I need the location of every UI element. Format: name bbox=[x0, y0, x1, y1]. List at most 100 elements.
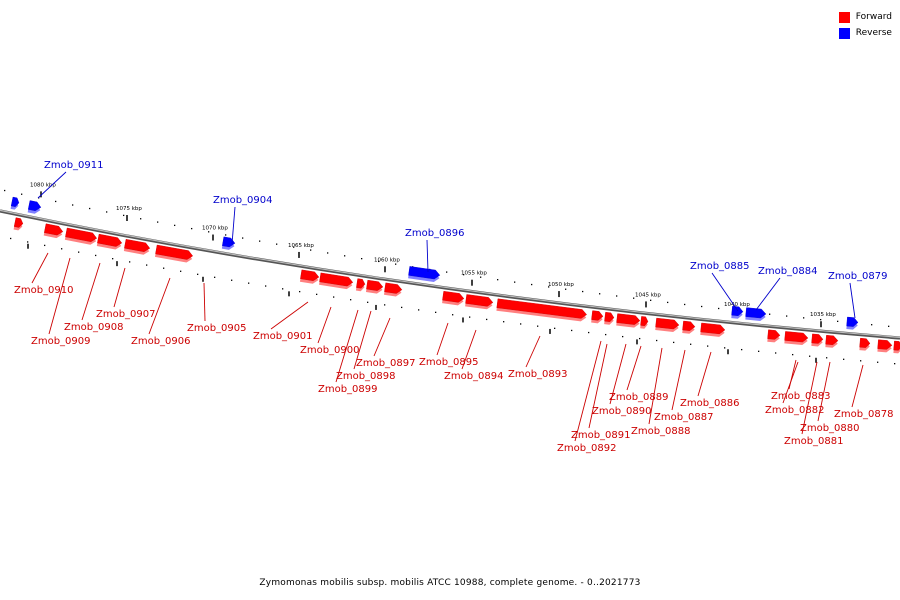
gene-label[interactable]: Zmob_0911 bbox=[44, 160, 104, 171]
scale-minor-tick bbox=[724, 347, 726, 349]
gene-label[interactable]: Zmob_0880 bbox=[800, 423, 860, 434]
scale-minor-tick bbox=[769, 313, 771, 315]
gene-label[interactable]: Zmob_0899 bbox=[318, 384, 378, 395]
gene-label[interactable]: Zmob_0886 bbox=[680, 398, 740, 409]
scale-minor-tick bbox=[531, 283, 533, 286]
gene-label[interactable]: Zmob_0879 bbox=[828, 271, 888, 282]
scale-minor-tick bbox=[401, 306, 403, 309]
gene-arrow-zmob-0906[interactable] bbox=[123, 239, 151, 255]
gene-arrow-zmob-0890[interactable] bbox=[616, 313, 641, 329]
gene-label[interactable]: Zmob_0889 bbox=[609, 392, 669, 403]
gene-label[interactable]: Zmob_0885 bbox=[690, 261, 750, 272]
gene-arrow-zmob-0886[interactable] bbox=[700, 322, 726, 337]
scale-minor-tick bbox=[758, 350, 760, 352]
gene-arrow-zmob-0885[interactable] bbox=[731, 305, 744, 319]
gene-label[interactable]: Zmob_0892 bbox=[557, 443, 617, 454]
gene-arrow-zmob-0910[interactable] bbox=[13, 217, 24, 231]
gene-arrow-zmob-0877x[interactable] bbox=[877, 339, 893, 353]
gene-label[interactable]: Zmob_0895 bbox=[419, 357, 479, 368]
scale-minor-tick bbox=[599, 293, 601, 295]
gene-arrow-zmob-0912x[interactable] bbox=[10, 196, 20, 210]
gene-arrow-zmob-0911[interactable] bbox=[27, 200, 42, 215]
gene-body bbox=[10, 196, 20, 207]
scale-label: 1045 kbp bbox=[635, 292, 661, 298]
gene-arrow-zmob-0883[interactable] bbox=[767, 329, 781, 343]
gene-label[interactable]: Zmob_0901 bbox=[253, 331, 313, 342]
scale-minor-tick bbox=[89, 207, 91, 210]
gene-leader-line bbox=[373, 317, 391, 357]
gene-arrow-zmob-0901[interactable] bbox=[299, 269, 320, 285]
scale-minor-tick bbox=[503, 321, 505, 323]
gene-label[interactable]: Zmob_0905 bbox=[187, 323, 247, 334]
gene-label[interactable]: Zmob_0909 bbox=[31, 336, 91, 347]
gene-label[interactable]: Zmob_0891 bbox=[571, 430, 631, 441]
gene-arrow-zmob-0909[interactable] bbox=[43, 223, 64, 239]
gene-arrow-zmob-0893[interactable] bbox=[496, 298, 587, 322]
gene-label[interactable]: Zmob_0883 bbox=[771, 391, 831, 402]
gene-body bbox=[825, 334, 839, 346]
gene-arrow-zmob-0891[interactable] bbox=[604, 311, 615, 325]
gene-label[interactable]: Zmob_0888 bbox=[631, 426, 691, 437]
gene-label[interactable]: Zmob_0897 bbox=[356, 358, 416, 369]
gene-arrow-zmob-0899[interactable] bbox=[355, 278, 366, 292]
gene-arrow-zmob-0907[interactable] bbox=[96, 233, 123, 250]
gene-body bbox=[366, 279, 384, 291]
gene-label[interactable]: Zmob_0884 bbox=[758, 266, 818, 277]
gene-leader-line bbox=[648, 347, 663, 425]
gene-label[interactable]: Zmob_0881 bbox=[784, 436, 844, 447]
scale-minor-tick bbox=[146, 264, 148, 266]
scale-minor-tick bbox=[520, 323, 522, 325]
gene-arrow-zmob-0897[interactable] bbox=[383, 282, 403, 297]
gene-arrow-zmob-0876x[interactable] bbox=[893, 340, 900, 354]
gene-arrow-zmob-0894[interactable] bbox=[465, 294, 494, 310]
scale-minor-tick bbox=[248, 282, 250, 284]
gene-label[interactable]: Zmob_0878 bbox=[834, 409, 894, 420]
gene-leader-line bbox=[782, 361, 799, 404]
gene-label[interactable]: Zmob_0890 bbox=[592, 406, 652, 417]
scale-minor-tick bbox=[208, 231, 210, 233]
scale-minor-tick bbox=[871, 324, 873, 326]
scale-minor-tick bbox=[293, 246, 295, 248]
scale-label: 1080 kbp bbox=[30, 182, 56, 188]
gene-arrow-zmob-0888[interactable] bbox=[655, 317, 680, 332]
gene-label[interactable]: Zmob_0893 bbox=[508, 369, 568, 380]
gene-arrow-zmob-0904[interactable] bbox=[221, 236, 236, 251]
gene-leader-line bbox=[37, 171, 67, 199]
scale-minor-tick bbox=[157, 221, 159, 223]
gene-label[interactable]: Zmob_0882 bbox=[765, 405, 825, 416]
gene-arrow-zmob-0887[interactable] bbox=[682, 320, 696, 334]
scale-minor-tick bbox=[888, 325, 890, 327]
gene-arrow-zmob-0895[interactable] bbox=[442, 291, 465, 306]
gene-label[interactable]: Zmob_0906 bbox=[131, 336, 191, 347]
gene-arrow-zmob-0882[interactable] bbox=[784, 331, 809, 346]
gene-arrow-zmob-0905[interactable] bbox=[154, 244, 194, 263]
gene-label[interactable]: Zmob_0894 bbox=[444, 371, 504, 382]
gene-arrow-zmob-0900[interactable] bbox=[319, 272, 354, 290]
gene-label[interactable]: Zmob_0908 bbox=[64, 322, 124, 333]
gene-leader-line bbox=[461, 329, 477, 370]
gene-body bbox=[616, 313, 641, 325]
gene-arrow-zmob-0908[interactable] bbox=[64, 227, 98, 246]
gene-arrow-zmob-0896[interactable] bbox=[408, 266, 441, 282]
gene-arrow-zmob-0878[interactable] bbox=[859, 337, 871, 351]
gene-body bbox=[877, 339, 893, 350]
forward-swatch bbox=[838, 11, 850, 23]
gene-label[interactable]: Zmob_0904 bbox=[213, 195, 273, 206]
gene-arrow-zmob-0892[interactable] bbox=[591, 310, 604, 324]
gene-label[interactable]: Zmob_0907 bbox=[96, 309, 156, 320]
gene-arrow-zmob-0898[interactable] bbox=[365, 279, 384, 294]
gene-body bbox=[44, 223, 64, 236]
gene-arrow-zmob-0880[interactable] bbox=[825, 334, 839, 348]
gene-arrow-zmob-0889[interactable] bbox=[640, 316, 649, 329]
gene-arrow-zmob-0884[interactable] bbox=[745, 307, 767, 322]
gene-arrow-zmob-0881[interactable] bbox=[811, 333, 824, 347]
gene-label[interactable]: Zmob_0896 bbox=[405, 228, 465, 239]
gene-label[interactable]: Zmob_0910 bbox=[14, 285, 74, 296]
reverse-swatch bbox=[838, 27, 850, 39]
gene-label[interactable]: Zmob_0900 bbox=[300, 345, 360, 356]
gene-label[interactable]: Zmob_0887 bbox=[654, 412, 714, 423]
gene-label[interactable]: Zmob_0898 bbox=[336, 371, 396, 382]
scale-minor-tick bbox=[282, 288, 284, 290]
gene-arrow-zmob-0879[interactable] bbox=[846, 316, 859, 330]
gene-leader-line bbox=[231, 206, 236, 245]
